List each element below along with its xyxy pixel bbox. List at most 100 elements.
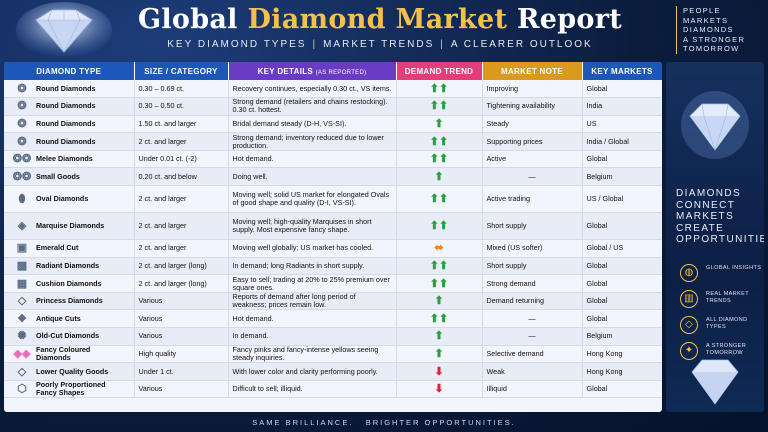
cell-key-markets: US [582,115,662,134]
oval-diamond-icon: ⬮ [18,193,26,206]
arrow-up-icon: ⬆ [439,259,449,272]
cell-demand-trend: ⬆⬆ [396,97,483,116]
cell-details: Moving well globally; US market has cool… [228,239,397,258]
diamond-type-label: Oval Diamonds [36,194,89,204]
arrow-up-icon: ⬆ [439,312,449,325]
cell-size: Various [134,327,229,346]
cell-market-note: — [482,309,583,329]
fancy-coloured-diamond-icon: ◆◆ [13,347,31,360]
cell-demand-trend: ⬌ [396,239,483,258]
cell-market-note: Active trading [482,185,583,214]
cell-details: In demand; long Radiants in short supply… [228,257,397,276]
cell-demand-trend: ⬆⬆ [396,80,483,99]
tagline-line: MARKETS [683,15,729,25]
cell-demand-trend: ⬆ [396,167,483,187]
feature-label: ALL DIAMOND TYPES [706,317,748,330]
cell-market-note: Strong demand [482,274,583,293]
antique-cut-icon: ❖ [17,312,27,325]
arrow-up-icon: ⬆ [439,82,449,95]
col-header-trend: DEMAND TREND [396,62,483,80]
cell-diamond-type: ◇ Lower Quality Goods [4,362,135,381]
cell-key-markets: Belgium [582,167,662,187]
slogan-line: CREATE [676,222,725,234]
cell-details: Moving well; solid US market for elongat… [228,185,397,214]
slogan-line: MARKETS [676,211,735,222]
footer: SAME BRILLIANCE. BRIGHTER OPPORTUNITIES. [0,414,768,432]
diamond-type-label: Emerald Cut [36,243,79,253]
diamond-type-label: Small Goods [36,171,80,181]
arrow-up-icon: ⬆ [439,153,449,166]
table-row: ❖ Antique Cuts Various Hot demand. ⬆⬆ — Global [4,309,662,329]
cell-market-note: Illiquid [482,380,583,399]
round-diamond-icon: ❂ [17,118,27,131]
radiant-diamond-icon: ▩ [16,260,28,272]
globe-icon: ◍ [680,264,698,282]
cell-key-markets: Global [582,274,662,293]
tagline-line: PEOPLE [683,6,721,15]
diamond-type-label: Old-Cut Diamonds [36,331,100,341]
slogan-line: OPPORTUNITIES [676,234,764,245]
tagline-line: TOMORROW [683,44,740,53]
cell-details: Hot demand. [228,309,397,329]
old-cut-diamond-icon: ✺ [17,330,27,343]
diamond-type-label: Radiant Diamonds [36,261,100,270]
cell-key-markets: Hong Kong [582,345,662,364]
cell-diamond-type: ◆◆ Fancy Coloured Diamonds [4,345,135,364]
cell-diamond-type: ❂ Round Diamonds [4,97,135,116]
poor-fancy-shape-icon: ⬡ [17,383,27,396]
tagline: PEOPLE MARKETS DIAMONDS A STRONGER TOMOR… [676,6,762,54]
cell-size: 2 ct. and larger [134,212,229,241]
table-row: ❂ Round Diamonds 1.50 ct. and larger Bridal… [4,115,662,134]
bar-chart-icon: ▥ [680,290,698,308]
title-part-3: Report [516,4,622,35]
arrow-down-icon: ⬇ [434,365,444,378]
round-diamond-icon: ❂ [17,100,27,113]
cell-demand-trend: ⬆⬆ [396,274,483,293]
cell-diamond-type: ⬮ Oval Diamonds [4,185,135,214]
cell-size: Under 0.01 ct. (-2) [134,150,229,169]
cell-demand-trend: ⬆ [396,292,483,311]
cell-market-note: — [482,167,583,187]
cell-diamond-type: ⬡ Poorly Proportioned Fancy Shapes [4,380,135,399]
cell-details: Difficult to sell; illiquid. [228,380,397,399]
cell-details: Strong demand (retailers and chains rest… [228,97,397,116]
tagline-line: DIAMONDS [683,25,734,34]
arrow-up-icon: ⬆ [434,330,444,343]
cell-market-note: — [482,327,583,346]
arrow-up-icon: ⬆ [429,220,439,233]
table-row: ◇ Lower Quality Goods Under 1 ct. With lowe… [4,362,662,381]
cell-details: Moving well; high-quality Marquises in s… [228,212,397,241]
small-goods-icon: ❂❂ [12,170,32,183]
arrow-up-icon: ⬆ [429,193,439,206]
cell-key-markets: India / Global [582,132,662,151]
arrow-up-icon: ⬆ [429,153,439,166]
cell-size: 2 ct. and larger (long) [134,274,229,293]
cell-details: Easy to sell; trading at 20% to 25% prem… [228,274,397,293]
table-row: ❂ Round Diamonds 0.30 – 0.50 ct. Strong dem… [4,97,662,116]
princess-diamond-icon: ◇ [17,295,27,308]
cell-key-markets: Global [582,257,662,276]
cell-size: Under 1 ct. [134,362,229,381]
cell-diamond-type: ❂❂ Small Goods [4,167,135,187]
arrow-up-icon: ⬆ [439,100,449,113]
cell-market-note: Supporting prices [482,132,583,151]
lower-quality-icon: ◇ [17,365,27,378]
round-diamond-icon: ❂ [17,135,27,148]
cell-market-note: Weak [482,362,583,381]
arrow-up-icon: ⬆ [429,277,439,290]
cell-market-note: Short supply [482,257,583,276]
table-header-row: DIAMOND TYPE SIZE / CATEGORY KEY DETAILS… [4,62,662,80]
cell-demand-trend: ⬆ [396,345,483,364]
cell-key-markets: Global [582,380,662,399]
slogan-line: DIAMONDS [676,188,742,199]
feature-diamond-types: ◇ ALL DIAMOND TYPES [680,314,760,336]
diamond-type-label: Round Diamonds [36,83,96,93]
cell-key-markets: Global [582,150,662,169]
table-row: ◈ Marquise Diamonds 2 ct. and larger Moving… [4,212,662,241]
cell-size: 2 ct. and larger [134,185,229,214]
diamond-type-label: Round Diamonds [36,136,96,146]
cell-size: 2 ct. and larger [134,239,229,258]
col-header-note: MARKET NOTE [482,62,583,80]
cell-size: Various [134,292,229,311]
cell-demand-trend: ⬇ [396,362,483,381]
